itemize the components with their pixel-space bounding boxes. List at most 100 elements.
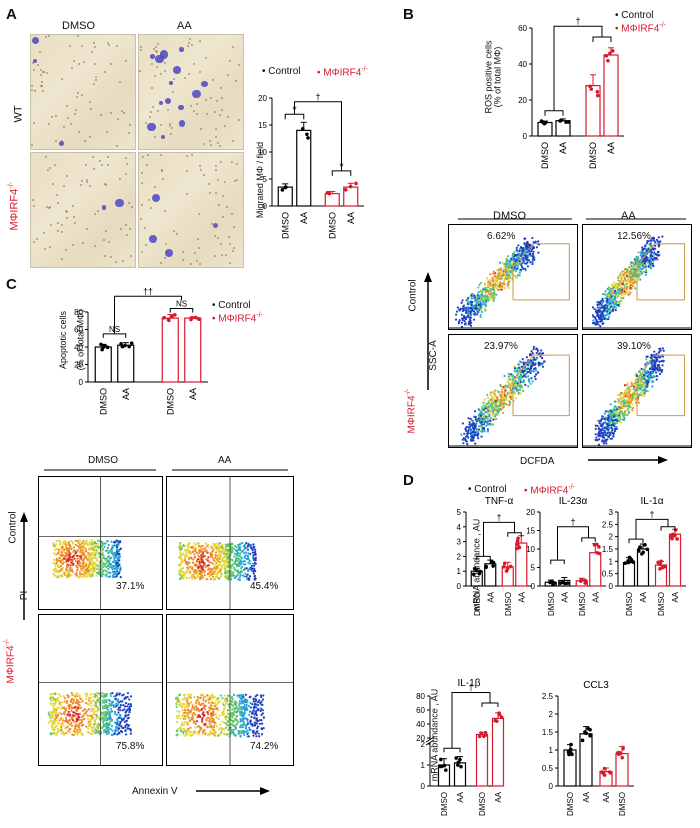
D-CCL3-cat-0: DMSO [566,792,575,816]
flow-event [532,367,536,371]
flow-event [186,563,189,566]
flow-event [475,302,478,306]
flow-event [643,377,646,380]
cell-nucleus [141,251,144,254]
flow-event [499,286,502,289]
flow-event [197,554,200,557]
migrated-macrophage [213,223,219,229]
flow-event [499,282,503,285]
C-apoptosis-ytick-label-2: 40 [74,343,83,352]
flow-event [253,568,256,571]
flow-event [618,415,621,418]
cell-nucleus [163,209,166,212]
flow-event [472,318,476,321]
flow-event [625,395,628,398]
flow-event [515,246,518,249]
flow-event [591,306,595,309]
flow-event [489,295,492,298]
flow-event [611,300,614,303]
flow-event [91,572,94,576]
cell-nucleus [147,199,150,202]
flow-event [532,255,535,258]
cell-nucleus [156,109,159,112]
flow-event [502,280,505,283]
flow-event [182,552,185,555]
C-apoptosis-cat-0: DMSO [98,388,108,415]
cell-nucleus [206,113,209,116]
flow-event [102,573,105,576]
D-TNF-cat-3: AA [517,591,526,602]
flow-event [211,572,214,575]
flow-event [641,394,644,397]
flow-event [616,400,620,403]
flow-event [477,309,480,312]
flow-event [106,540,109,543]
flow-event [244,568,247,571]
A-migration-pt-1-0 [306,136,310,140]
flow-event [487,402,490,405]
flow-event [226,548,229,551]
cell-nucleus [93,41,96,44]
flow-event [614,309,617,312]
cell-nucleus [74,112,77,115]
cell-nucleus [33,90,36,93]
cell-nucleus [77,131,80,134]
flow-event [643,270,646,273]
flow-event [56,563,59,566]
flow-event [632,393,635,396]
flow-event [194,576,198,579]
flow-event [87,552,90,555]
cell-nucleus [73,59,76,62]
d-il1b-pt-1-0 [454,756,459,760]
flow-event [524,255,527,258]
cell-nucleus [66,210,69,213]
C-apoptosis-pt-0-2 [99,342,103,347]
d-il1b-pt-1-3 [458,757,462,762]
flow-event [492,289,495,292]
flow-event [525,247,529,250]
D-TNF-pt-0-4 [471,572,476,577]
flow-event [481,295,484,298]
flow-event [496,288,500,291]
flow-event [500,275,504,278]
migrated-macrophage [59,140,65,146]
legend-irf4-b: • MΦIRF4-/- [615,22,666,35]
flow-event [609,300,613,304]
flow-event [648,243,651,246]
flow-event [494,399,497,403]
D-CCL3-pt-3-5 [617,750,622,755]
flow-event [602,429,606,432]
flow-gate [512,243,570,301]
C-apoptosis-bar-0 [94,346,112,383]
flow-event [70,561,73,564]
flow-event [642,266,645,269]
cell-nucleus [52,183,55,186]
flow-event [82,540,85,543]
flow-event [184,556,187,560]
flow-event [529,382,532,386]
flow-event [602,436,606,439]
cell-nucleus [36,63,39,66]
flow-event [519,392,522,395]
d-il1b-bracket-1 [443,747,461,753]
flow-event [527,385,530,388]
flow-event [518,382,521,385]
flow-event [204,554,207,558]
flow-event [59,543,62,546]
flow-event [118,552,121,556]
cell-nucleus [218,114,221,117]
cell-nucleus [92,168,95,171]
cell-nucleus [214,135,217,138]
flow-event [609,296,612,299]
flow-event [651,262,654,265]
flow-event [522,362,525,365]
cell-nucleus [40,74,43,77]
flow-event [655,356,659,359]
flow-event [207,556,210,559]
flow-event [617,301,620,305]
flow-event [620,297,623,300]
flow-event [475,306,479,310]
flow-event [655,366,658,370]
flow-event [485,402,489,405]
flow-event [250,567,254,571]
